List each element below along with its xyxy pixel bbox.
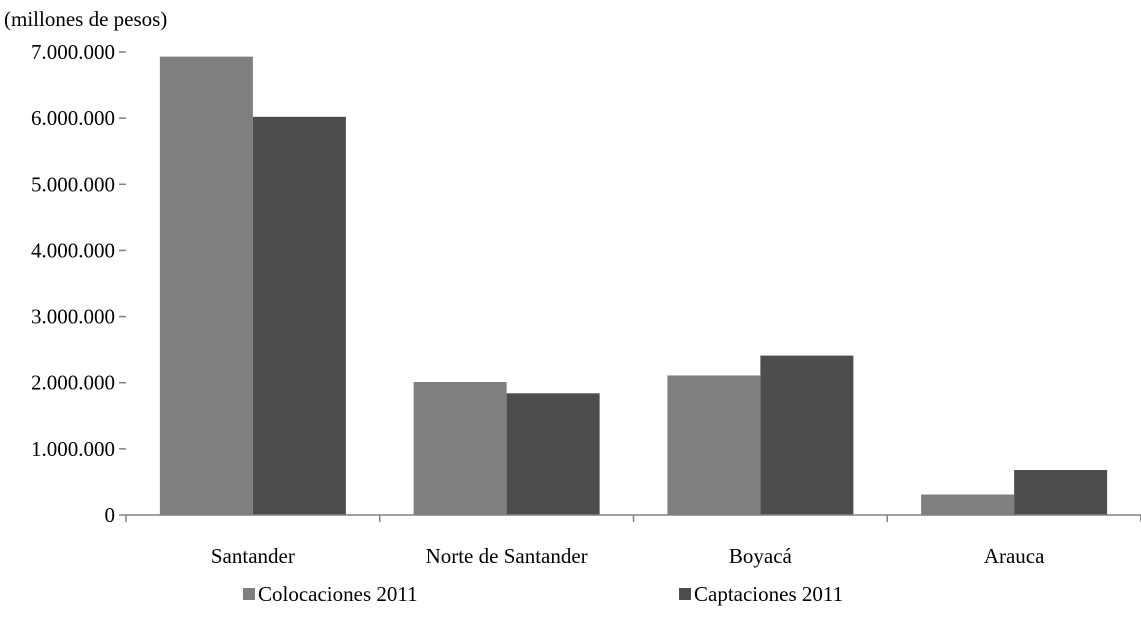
y-axis-ticks: 0 1.000.000 2.000.000 3.000.000 4.000.000 5.0… — [31, 40, 126, 527]
x-category-label: Norte de Santander — [426, 544, 588, 568]
y-axis-unit-label: (millones de pesos) — [4, 7, 167, 31]
legend-item-colocaciones: Colocaciones 2011 — [243, 581, 418, 607]
x-axis-category-labels: Santander Norte de Santander Boyacá Arauca — [211, 544, 1045, 568]
bar-captaciones — [1014, 470, 1108, 515]
y-tick-label: 1.000.000 — [31, 437, 115, 461]
y-tick-label: 5.000.000 — [31, 172, 115, 196]
y-tick-label: 2.000.000 — [31, 371, 115, 395]
y-tick-label: 0 — [105, 503, 116, 527]
y-tick-label: 4.000.000 — [31, 238, 115, 262]
legend-label: Colocaciones 2011 — [258, 582, 418, 606]
bar-captaciones — [760, 355, 854, 515]
x-category-label: Boyacá — [729, 544, 793, 568]
bar-colocaciones — [921, 494, 1015, 515]
bar-captaciones — [252, 116, 346, 515]
chart-legend: Colocaciones 2011 Captaciones 2011 — [0, 581, 1141, 607]
x-category-label: Arauca — [984, 544, 1045, 568]
bar-captaciones — [506, 393, 600, 515]
legend-item-captaciones: Captaciones 2011 — [679, 581, 843, 607]
bar-colocaciones — [159, 56, 253, 515]
x-axis-ticks — [125, 515, 1141, 522]
x-category-label: Santander — [211, 544, 295, 568]
legend-swatch-icon — [679, 588, 691, 600]
y-tick-label: 7.000.000 — [31, 40, 115, 64]
bar-colocaciones — [413, 382, 507, 515]
y-tick-label: 3.000.000 — [31, 305, 115, 329]
y-tick-label: 6.000.000 — [31, 106, 115, 130]
legend-swatch-icon — [243, 588, 255, 600]
bar-series — [159, 56, 1108, 515]
legend-label: Captaciones 2011 — [694, 582, 844, 606]
bar-colocaciones — [667, 375, 761, 515]
